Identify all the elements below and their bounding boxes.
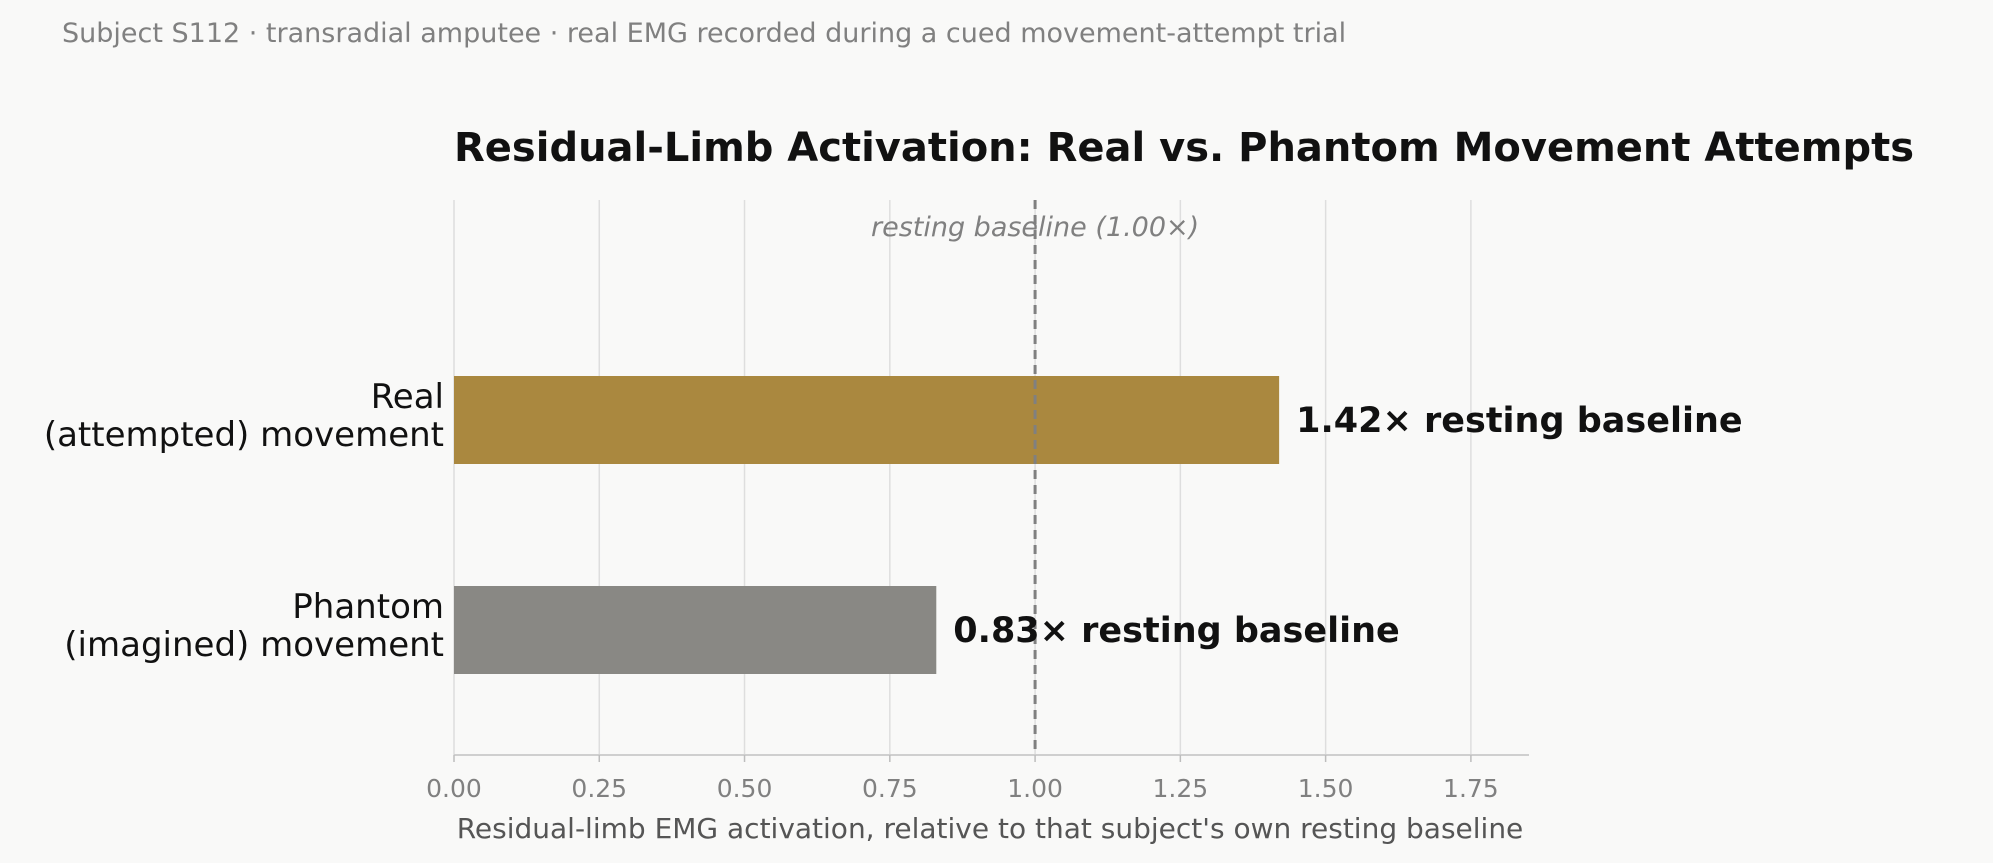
x-tick-label-4: 1.00 [1007,774,1063,803]
category-label-1: Phantom (imagined) movement [64,587,444,665]
x-tick-label-7: 1.75 [1443,774,1499,803]
bars [454,376,1280,674]
value-label-1: 0.83× resting baseline [953,611,1399,651]
x-tick-label-0: 0.00 [426,774,482,803]
x-tick-label-2: 0.50 [717,774,773,803]
chart-subtitle: Subject S112 · transradial amputee · rea… [62,18,1346,49]
category-label-0: Real (attempted) movement [44,377,444,455]
x-tick-label-6: 1.50 [1298,774,1354,803]
x-axis-ticks: 0.00 0.25 0.50 0.75 1.00 1.25 1.50 1.75 [426,755,1499,803]
value-label-0: 1.42× resting baseline [1296,401,1742,441]
value-labels: 1.42× resting baseline 0.83× resting base… [953,401,1742,651]
x-tick-label-5: 1.25 [1153,774,1209,803]
bar-0 [454,376,1280,464]
x-axis-label: Residual-limb EMG activation, relative t… [457,812,1524,845]
x-tick-label-3: 0.75 [862,774,918,803]
reference-line-group: resting baseline (1.00×) [871,200,1199,755]
chart-title: Residual-Limb Activation: Real vs. Phant… [454,125,1914,171]
category-labels: Real (attempted) movement Phantom (imagined… [44,377,444,665]
x-tick-label-1: 0.25 [571,774,627,803]
bar-1 [454,586,937,674]
reference-line-label: resting baseline (1.00×) [871,212,1199,243]
